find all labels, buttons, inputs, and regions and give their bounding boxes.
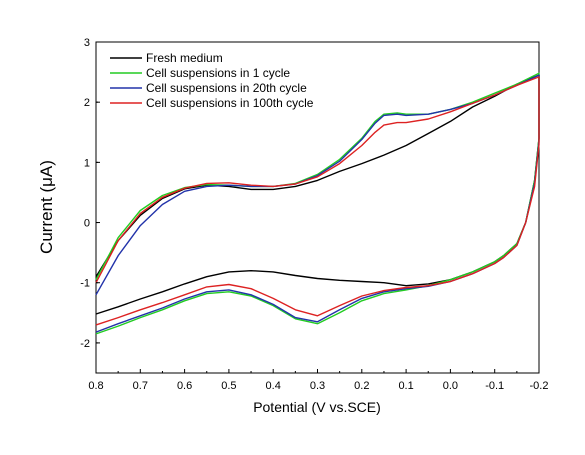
- y-axis: -2 -1 0 1 2 3: [80, 37, 100, 350]
- x-tick-label: 0.1: [398, 380, 413, 392]
- x-tick-label: 0.6: [177, 380, 192, 392]
- series-line-2: [95, 74, 540, 333]
- x-tick-label: -0.1: [485, 380, 504, 392]
- legend-label: Cell suspensions in 100th cycle: [146, 96, 314, 110]
- series-line-0: [95, 74, 540, 315]
- legend-label: Cell suspensions in 1 cycle: [146, 66, 290, 80]
- y-tick-label: -1: [80, 278, 90, 290]
- x-tick-label: 0.3: [310, 380, 325, 392]
- legend-label: Cell suspensions in 20th cycle: [146, 81, 307, 95]
- x-axis: 0.8 0.7 0.6 0.5 0.4 0.3 0.2 0.1 0.0 -0.1 -0.2: [88, 369, 548, 392]
- x-tick-label: 0.2: [354, 380, 369, 392]
- x-tick-label: 0.5: [221, 380, 236, 392]
- y-tick-label: 0: [84, 218, 90, 230]
- x-tick-label: 0.0: [443, 380, 458, 392]
- y-tick-label: 1: [84, 157, 90, 169]
- legend-label: Fresh medium: [146, 51, 223, 65]
- x-tick-label: 0.7: [133, 380, 148, 392]
- x-tick-label: 0.4: [266, 380, 281, 392]
- series-line-3: [95, 76, 540, 326]
- x-tick-label: 0.8: [88, 380, 103, 392]
- y-tick-label: 2: [84, 97, 90, 109]
- series-line-1: [95, 72, 540, 335]
- x-tick-label: -0.2: [530, 380, 549, 392]
- y-axis-title: Current (μA): [37, 160, 56, 254]
- y-tick-label: 3: [84, 37, 90, 49]
- y-tick-label: -2: [80, 338, 90, 350]
- x-axis-title: Potential (V vs.SCE): [253, 399, 381, 415]
- series-layer: [95, 72, 540, 335]
